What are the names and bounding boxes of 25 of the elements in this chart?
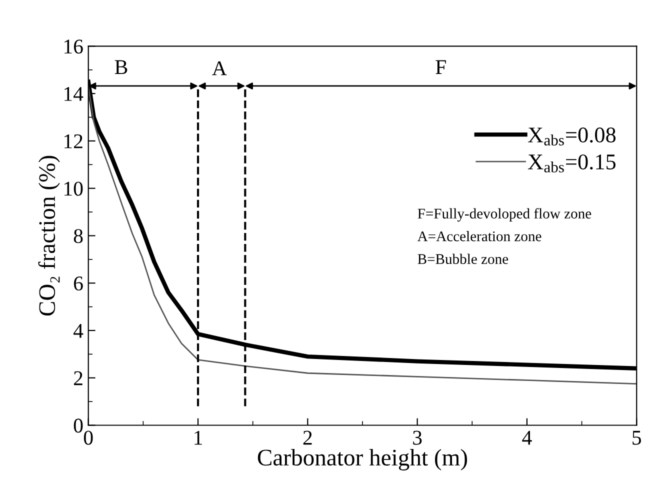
x-axis-title: Carbonator height (m) (258, 449, 468, 470)
y-tick-label: 2 (74, 371, 82, 386)
y-tick-label: 0 (74, 418, 83, 433)
x-tick-label: 3 (413, 430, 422, 445)
y-axis-title: CO₂ fraction (%) (38, 156, 60, 316)
x-tick-label: 0 (84, 430, 93, 445)
legend-label: X$_{abs}$=0.08 (528, 127, 616, 146)
annotation: A=Acceleration zone (417, 230, 542, 242)
x-tick-label: 4 (522, 430, 532, 445)
x-tick-label: 5 (632, 430, 642, 445)
y-tick-label: 10 (64, 182, 83, 196)
y-tick-label: 12 (64, 134, 82, 148)
x-tick-label: 1 (194, 430, 202, 445)
x-tick-label: 2 (303, 430, 312, 445)
y-tick-label: 6 (74, 276, 83, 291)
annotation: B (114, 60, 128, 74)
y-tick-label: 8 (74, 229, 83, 244)
annotation: F=Fully-devoloped flow zone (418, 208, 592, 222)
annotation: F (436, 60, 446, 74)
annotation: B=Bubble zone (418, 254, 508, 264)
legend-label: X$_{abs}$=0.15 (528, 154, 616, 172)
y-tick-label: 4 (73, 324, 84, 338)
y-tick-label: 14 (64, 87, 84, 101)
annotation: A (212, 61, 227, 76)
y-tick-label: 16 (64, 40, 83, 54)
